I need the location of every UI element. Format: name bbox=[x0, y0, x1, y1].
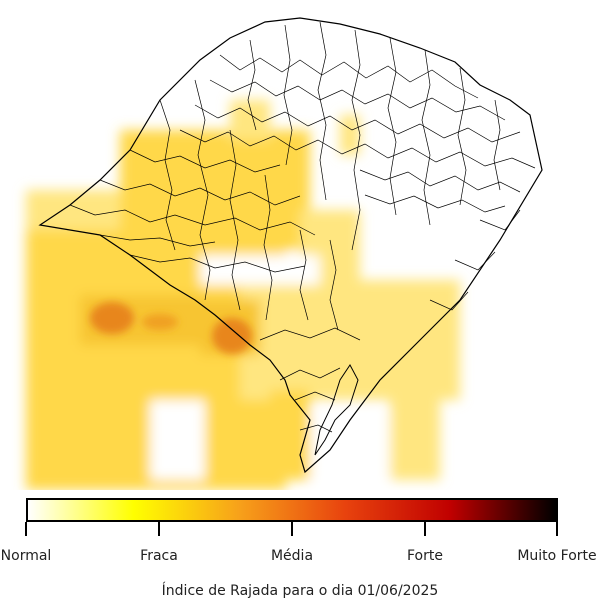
field-peak-west-2 bbox=[142, 314, 178, 330]
legend-label-fraca: Fraca bbox=[140, 548, 178, 564]
legend-tick bbox=[291, 522, 293, 536]
municipal-boundaries bbox=[69, 21, 536, 433]
legend-colorbar bbox=[26, 498, 558, 522]
legend-label-media: Média bbox=[270, 548, 314, 564]
gust-index-map bbox=[26, 17, 543, 490]
field-peak-center bbox=[212, 318, 252, 354]
legend-tick bbox=[25, 522, 27, 536]
lagoon-outline bbox=[314, 364, 359, 456]
field-gap-lagoon bbox=[310, 410, 390, 480]
state-outline bbox=[38, 17, 543, 474]
field-peak-west bbox=[90, 302, 134, 334]
legend-tick bbox=[424, 522, 426, 536]
field-north-spot-2 bbox=[340, 115, 360, 155]
field-north-spot bbox=[230, 100, 270, 140]
gust-field-layer bbox=[26, 100, 460, 490]
field-gap-center bbox=[200, 255, 320, 285]
field-west-top bbox=[26, 190, 136, 230]
legend-tick bbox=[556, 522, 558, 536]
field-gap-south bbox=[150, 400, 205, 480]
field-north-central bbox=[120, 130, 310, 250]
legend-label-normal: Normal bbox=[0, 548, 52, 564]
legend-label-forte: Forte bbox=[407, 548, 443, 564]
legend-tick bbox=[158, 522, 160, 536]
field-coast bbox=[390, 380, 440, 480]
map-caption: Índice de Rajada para o dia 01/06/2025 bbox=[161, 583, 439, 599]
legend-label-muito-forte: Muito Forte bbox=[517, 548, 597, 564]
